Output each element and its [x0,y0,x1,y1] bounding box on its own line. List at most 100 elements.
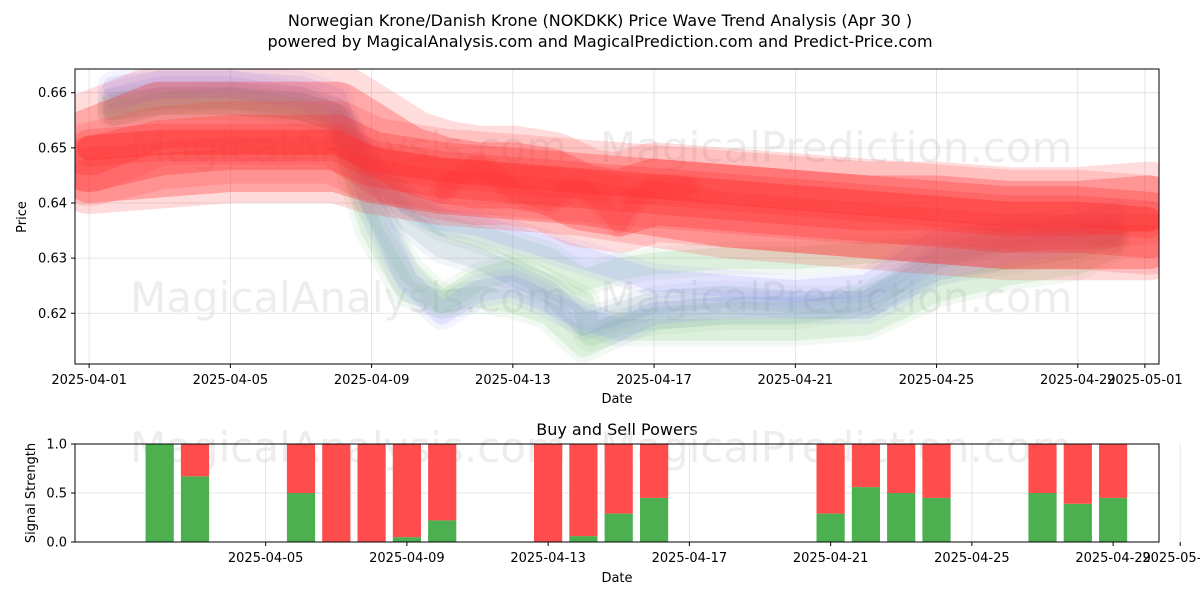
buy-bar [145,444,174,542]
wave-green-2 [102,87,1125,358]
wave-red-1-halo [75,69,1159,275]
price-x-tick-label: 2025-04-13 [475,373,551,388]
sell-bar [604,444,633,514]
wave-slate-1 [102,87,1125,336]
price-x-tick-label: 2025-05-01 [1107,373,1183,388]
sell-bar [180,444,210,477]
signal-x-tick-label: 2025-04-05 [228,551,304,566]
buy-bar [640,497,669,542]
wave-red-1 [75,81,1159,259]
price-y-tick-label: 0.63 [38,252,67,267]
sell-bar [392,444,421,538]
price-x-tick-label: 2025-04-09 [334,373,410,388]
sell-bar [1028,444,1057,493]
price-y-tick-label: 0.64 [38,196,67,211]
watermark-right-top: MagicalPrediction.com [600,123,1073,172]
buy-bar [286,493,316,542]
sell-bar [286,444,316,493]
signal-x-tick-label: 2025-05-01 [1142,551,1200,566]
buy-bar [604,513,633,542]
price-x-ticks: 2025-04-01 2025-04-05 2025-04-09 2025-04-13… [51,364,1183,388]
buy-bar [180,476,210,542]
signal-x-tick-label: 2025-04-13 [510,551,586,566]
price-x-tick-label: 2025-04-21 [758,373,834,388]
price-axes-frame [74,68,1160,365]
buy-bar [887,493,916,542]
price-x-tick-label: 2025-04-01 [51,373,127,388]
signal-x-tick-label: 2025-04-17 [652,551,728,566]
wave-red-main [76,129,1159,232]
sell-bar [887,444,916,493]
wave-red-2 [75,114,1159,237]
signal-x-tick-label: 2025-04-21 [793,551,869,566]
signal-y-tick-label: 1.0 [46,438,67,453]
sell-bar [922,444,951,498]
signal-x-ticks: 2025-04-05 2025-04-09 2025-04-13 2025-04-17… [228,542,1200,566]
signal-x-tick-label: 2025-04-09 [369,551,445,566]
watermark-left-top: MagicalAnalysis.com [130,123,567,172]
signal-y-label: Signal Strength [24,443,39,543]
wave-green-2-halo [97,81,1130,363]
price-x-tick-label: 2025-04-05 [193,373,269,388]
wave-slate-1-halo [97,81,1130,341]
sell-bar [1099,444,1128,498]
signal-bars [145,444,1128,542]
price-x-label: Date [601,392,632,407]
sell-bar [851,444,880,488]
wave-green-3 [102,87,1125,292]
buy-bar [851,487,880,542]
sell-bar [640,444,669,498]
wave-green-3-halo [97,81,1130,297]
price-grid [75,69,1159,364]
chart-subtitle: powered by MagicalAnalysis.com and Magic… [267,32,932,51]
wave-red-main-halo [75,123,1159,239]
price-y-tick-label: 0.65 [38,141,67,156]
buy-bar [1099,497,1128,542]
wave-bands [75,69,1159,363]
wave-red-bump [433,156,698,234]
sell-bar [357,444,386,542]
wave-green-1-halo [97,87,1130,352]
signal-y-tick-label: 0.5 [46,487,67,502]
price-x-tick-label: 2025-04-17 [616,373,692,388]
wave-blue-1 [102,70,1125,341]
price-y-tick-label: 0.62 [38,307,67,322]
sell-bar [569,444,598,537]
price-y-label: Price [15,201,30,233]
signal-title: Buy and Sell Powers [536,420,698,439]
signal-x-tick-label: 2025-04-29 [1075,551,1151,566]
buy-bar [428,520,457,542]
wave-red-bump-halo [429,151,702,238]
wave-blue-1-halo [97,69,1130,347]
wave-blue-2-halo [97,70,1130,308]
watermark-left-mid: MagicalAnalysis.com [130,273,567,322]
signal-panel: Buy and Sell Powers MagicalAnalysis.com … [24,420,1200,586]
price-panel: MagicalAnalysis.com MagicalPrediction.co… [15,68,1183,407]
wave-green-1 [102,92,1125,347]
wave-blue-2 [102,76,1125,303]
sell-bar [816,444,845,514]
signal-y-ticks: 0.0 0.5 1.0 [46,438,75,551]
buy-bar [816,513,845,542]
signal-x-label: Date [601,571,632,586]
wave-red-3-halo [75,136,1159,281]
wave-red-2-halo [75,100,1159,250]
sell-bar [322,444,351,542]
wave-red-3 [75,147,1159,270]
buy-bar [922,497,951,542]
buy-bar [1028,493,1057,542]
buy-bar [1063,503,1092,542]
sell-bar [428,444,457,521]
price-y-ticks: 0.62 0.63 0.64 0.65 0.66 [38,86,75,322]
signal-y-tick-label: 0.0 [46,536,67,551]
price-x-tick-label: 2025-04-25 [899,373,975,388]
sell-bar [534,444,563,542]
signal-x-tick-label: 2025-04-25 [934,551,1010,566]
buy-bar [392,537,421,542]
sell-bar [1063,444,1092,504]
buy-bar [569,536,598,542]
price-x-tick-label: 2025-04-29 [1040,373,1116,388]
price-y-tick-label: 0.66 [38,86,67,101]
chart-title: Norwegian Krone/Danish Krone (NOKDKK) Pr… [288,11,912,30]
